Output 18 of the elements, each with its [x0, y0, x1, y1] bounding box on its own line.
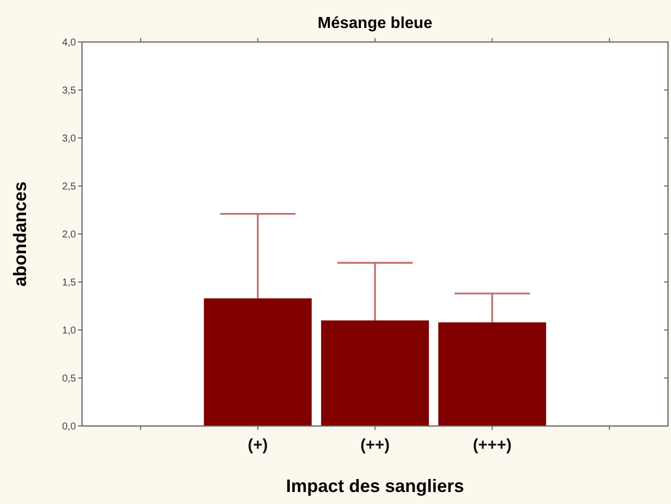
y-tick-label: 2,0 [62, 230, 76, 240]
bar [321, 320, 429, 426]
y-tick-label: 3,5 [62, 86, 76, 96]
x-tick-label: (+++) [472, 437, 512, 454]
bar [438, 322, 546, 426]
y-tick-label: 3,0 [62, 134, 76, 144]
x-tick-label: (++) [360, 437, 390, 454]
bar [204, 298, 312, 426]
y-tick-label: 0,0 [62, 422, 76, 432]
y-tick-label: 4,0 [62, 38, 76, 48]
y-tick-label: 1,5 [62, 278, 76, 288]
x-axis-title: Impact des sangliers [286, 476, 464, 496]
y-tick-label: 0,5 [62, 374, 76, 384]
chart-title: Mésange bleue [318, 15, 432, 32]
y-tick-label: 1,0 [62, 326, 76, 336]
y-tick-label: 2,5 [62, 182, 76, 192]
y-axis-title: abondances [10, 181, 30, 287]
x-tick-label: (+) [248, 437, 268, 454]
